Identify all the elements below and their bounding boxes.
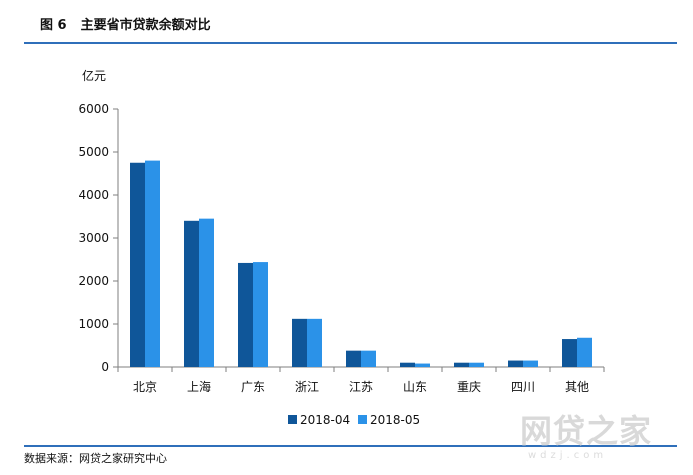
bar bbox=[523, 360, 538, 367]
bar bbox=[508, 360, 523, 367]
legend-label: 2018-04 bbox=[300, 413, 350, 427]
top-rule bbox=[24, 42, 677, 44]
bar bbox=[577, 337, 592, 367]
x-tick-label: 北京 bbox=[133, 380, 157, 394]
bar-chart: 亿元 0 1000 2000 3000 4000 5000 6000 北京 上海 广东 浙江 江苏 山… bbox=[78, 68, 605, 427]
y-tick-label: 2000 bbox=[78, 274, 109, 288]
x-tick-label: 浙江 bbox=[295, 380, 319, 394]
bar bbox=[361, 350, 376, 367]
watermark-domain: wdzj.com bbox=[528, 450, 608, 461]
legend-swatch bbox=[288, 415, 297, 424]
x-tick-label: 重庆 bbox=[457, 380, 481, 394]
figure-title-text: 主要省市贷款余额对比 bbox=[80, 18, 211, 33]
bar bbox=[400, 362, 415, 367]
bar bbox=[307, 318, 322, 367]
source-note: 数据来源：网贷之家研究中心 bbox=[24, 452, 167, 465]
y-tick-label: 0 bbox=[101, 360, 109, 374]
bottom-rule bbox=[24, 445, 677, 447]
y-tick-label: 5000 bbox=[78, 145, 109, 159]
x-axis: 北京 上海 广东 浙江 江苏 山东 重庆 四川 其他 bbox=[117, 366, 605, 394]
bar bbox=[292, 318, 307, 367]
x-tick-label: 山东 bbox=[403, 380, 427, 394]
bars bbox=[130, 160, 592, 367]
x-tick-label: 四川 bbox=[511, 380, 535, 394]
bar bbox=[562, 339, 577, 367]
bar bbox=[469, 362, 484, 367]
x-tick-label: 广东 bbox=[241, 380, 265, 394]
bar bbox=[130, 162, 145, 367]
legend-swatch bbox=[358, 415, 367, 424]
y-unit-label: 亿元 bbox=[82, 68, 106, 83]
y-tick-label: 6000 bbox=[78, 102, 109, 116]
bar bbox=[199, 218, 214, 367]
bar bbox=[184, 220, 199, 367]
figure-number: 图 6 bbox=[40, 18, 67, 33]
x-tick-label: 其他 bbox=[565, 380, 589, 394]
y-axis: 0 1000 2000 3000 4000 5000 6000 bbox=[78, 102, 119, 374]
x-tick-label: 江苏 bbox=[349, 380, 373, 394]
legend-label: 2018-05 bbox=[370, 413, 420, 427]
x-tick-label: 上海 bbox=[187, 379, 211, 394]
y-tick-label: 3000 bbox=[78, 231, 109, 245]
y-tick-label: 4000 bbox=[78, 188, 109, 202]
bar bbox=[253, 262, 268, 367]
bar bbox=[415, 363, 430, 367]
legend: 2018-04 2018-05 bbox=[288, 413, 420, 427]
bar bbox=[454, 362, 469, 367]
figure-title: 图 6 主要省市贷款余额对比 bbox=[40, 14, 211, 33]
y-tick-label: 1000 bbox=[78, 317, 109, 331]
bar bbox=[346, 350, 361, 367]
watermark-logo: 网贷之家 bbox=[520, 412, 653, 450]
bar bbox=[238, 262, 253, 367]
bar bbox=[145, 160, 160, 367]
